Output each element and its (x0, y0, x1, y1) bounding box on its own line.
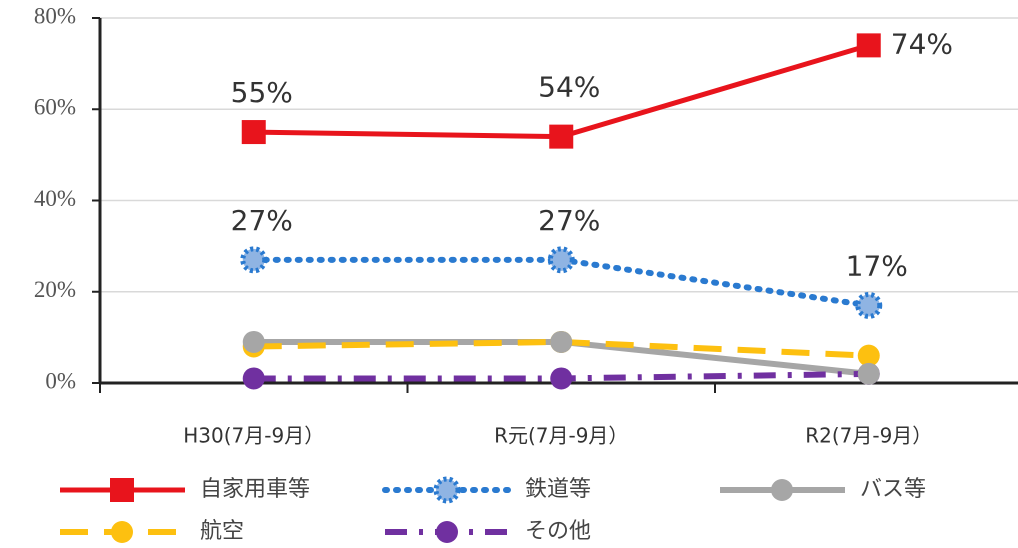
x-tick-label: R2(7月-9月） (805, 424, 932, 448)
legend-label: 鉄道等 (525, 477, 591, 502)
marker (771, 479, 793, 501)
y-tick-label: 40% (34, 186, 76, 211)
marker (549, 124, 574, 149)
data-label: 54% (538, 71, 600, 104)
marker (550, 330, 573, 353)
data-label: 74% (891, 27, 953, 60)
y-tick-label: 0% (45, 368, 76, 393)
marker (242, 367, 265, 390)
series-line (253, 338, 869, 359)
y-tick-label: 80% (34, 3, 76, 28)
legend-item: 自家用車等 (60, 477, 310, 502)
data-label: 17% (846, 249, 908, 282)
marker (110, 478, 134, 502)
marker (433, 476, 461, 504)
marker (242, 330, 265, 353)
marker (550, 367, 573, 390)
marker (547, 246, 575, 274)
legend-item: バス等 (720, 477, 926, 502)
data-label: 55% (231, 76, 293, 109)
x-tick-label: H30(7月-9月） (183, 424, 324, 448)
legend-item: その他 (385, 519, 591, 544)
marker (240, 246, 268, 274)
legend-label: その他 (525, 519, 591, 544)
y-tick-label: 20% (34, 277, 76, 302)
legend-label: バス等 (860, 477, 926, 502)
marker (241, 120, 266, 145)
marker (111, 521, 133, 543)
marker (856, 33, 881, 58)
legend-label: 航空 (200, 519, 244, 544)
legend-label: 自家用車等 (200, 477, 310, 502)
x-tick-label: R元(7月-9月） (494, 424, 628, 448)
marker (855, 291, 883, 319)
data-label: 27% (231, 204, 293, 237)
marker (857, 344, 880, 367)
y-tick-label: 60% (34, 95, 76, 120)
data-label: 27% (538, 204, 600, 237)
marker (436, 521, 458, 543)
marker (857, 362, 880, 385)
legend-item: 航空 (60, 519, 244, 544)
legend-item: 鉄道等 (382, 476, 591, 504)
